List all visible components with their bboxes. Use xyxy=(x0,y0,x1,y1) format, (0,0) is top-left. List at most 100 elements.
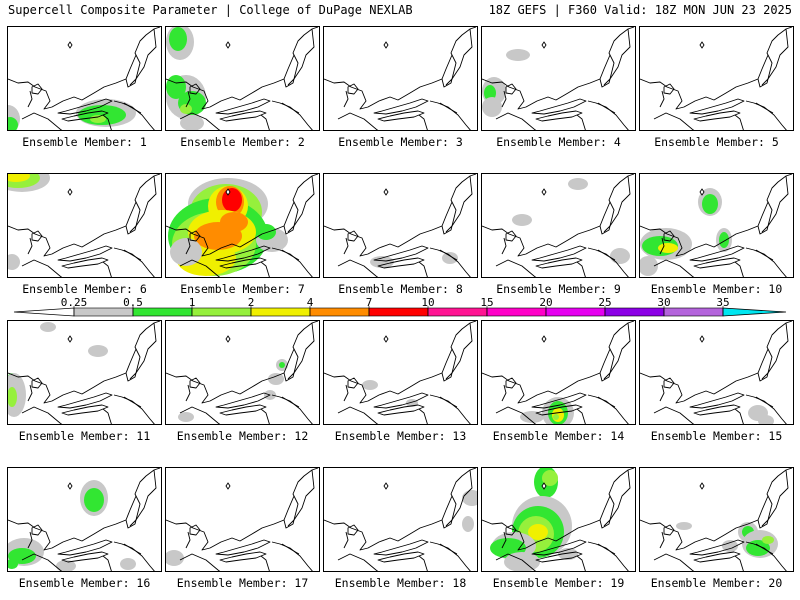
scp-contour-fill xyxy=(8,254,20,270)
scp-contour-fill xyxy=(56,560,76,571)
ensemble-member-map xyxy=(7,173,162,278)
ensemble-member-map xyxy=(323,26,478,131)
colorbar-tick-label: 20 xyxy=(539,296,552,309)
coastline-border xyxy=(123,396,142,408)
coastline-border xyxy=(189,524,201,536)
coastline-border xyxy=(659,237,665,255)
coastline-border xyxy=(219,110,267,122)
ensemble-member-map xyxy=(7,26,162,131)
scp-field xyxy=(640,321,793,424)
scp-contour-fill xyxy=(484,85,496,101)
scp-field xyxy=(324,174,477,277)
scp-contour-fill xyxy=(120,558,136,570)
coastline-border xyxy=(755,102,774,114)
lake-marker xyxy=(67,41,73,49)
coastline-border xyxy=(445,28,473,86)
coastline-border xyxy=(495,112,537,130)
ensemble-member-map xyxy=(323,320,478,425)
coastline-border xyxy=(689,245,745,262)
coastline-border xyxy=(597,396,616,408)
scp-field xyxy=(640,174,793,277)
scp-contour-fill xyxy=(256,224,276,240)
coastline-border xyxy=(8,174,161,257)
coastline-border xyxy=(761,469,789,527)
coastline-border xyxy=(418,114,428,130)
coastline-border xyxy=(337,259,379,277)
coastline-border xyxy=(663,524,675,536)
coastline-border xyxy=(57,539,113,556)
ensemble-member-label: Ensemble Member: 15 xyxy=(650,429,783,443)
ensemble-member-map xyxy=(481,320,636,425)
ensemble-member-label: Ensemble Member: 11 xyxy=(18,429,151,443)
coastline-border xyxy=(501,384,507,402)
coastline-border xyxy=(123,543,142,555)
lake-marker xyxy=(699,41,705,49)
coastline-border xyxy=(219,551,267,563)
coastline-border xyxy=(57,98,113,115)
coastline-border xyxy=(166,174,319,257)
coastline-border xyxy=(439,102,458,114)
coastline-border xyxy=(439,396,458,408)
coastline-border xyxy=(495,553,537,571)
coastline-border xyxy=(597,543,616,555)
coastline-border xyxy=(347,230,359,242)
coastline-border xyxy=(501,90,507,108)
coastline-border xyxy=(734,114,744,130)
ensemble-member-label: Ensemble Member: 14 xyxy=(492,429,625,443)
coastline-border xyxy=(324,468,477,551)
lake-marker xyxy=(541,335,547,343)
ensemble-member-label: Ensemble Member: 9 xyxy=(496,282,621,296)
coastline-border xyxy=(287,322,315,380)
scp-field xyxy=(8,174,161,277)
coastline-border xyxy=(281,249,300,261)
lake-marker xyxy=(383,335,389,343)
coastline-border xyxy=(659,90,665,108)
colorbar-segment xyxy=(250,307,311,317)
scp-field xyxy=(482,468,635,571)
scp-contour-fill xyxy=(442,252,458,264)
coastline-border xyxy=(179,112,221,130)
coastline-border xyxy=(337,553,379,571)
scp-contour-fill xyxy=(40,322,56,332)
colorbar-tick-label: 30 xyxy=(657,296,670,309)
coastline-border xyxy=(597,102,616,114)
coastline-border xyxy=(576,261,586,277)
scp-contour-fill xyxy=(166,75,186,99)
lake-marker xyxy=(225,335,231,343)
ensemble-member-map xyxy=(481,173,636,278)
coastline-border xyxy=(31,524,43,536)
coastline-border xyxy=(429,100,471,130)
scp-contour-fill xyxy=(512,214,532,226)
ensemble-member-label: Ensemble Member: 13 xyxy=(334,429,467,443)
coastline-border xyxy=(283,348,295,374)
coastline-border xyxy=(531,98,587,115)
scp-contour-fill xyxy=(702,194,718,214)
coastline-border xyxy=(505,524,517,536)
coastline-border xyxy=(653,553,695,571)
coastline-border xyxy=(377,551,425,563)
coastline-border xyxy=(102,408,112,424)
coastline-border xyxy=(324,174,477,257)
scp-contour-fill xyxy=(762,536,774,544)
coastline-border xyxy=(757,54,769,80)
ensemble-member-label: Ensemble Member: 20 xyxy=(650,576,783,590)
ensemble-member-map xyxy=(481,467,636,572)
ensemble-member-map xyxy=(165,26,320,131)
colorbar-segment xyxy=(132,307,193,317)
coastline-border xyxy=(260,261,270,277)
colorbar-tick-label: 25 xyxy=(598,296,611,309)
coastline-border xyxy=(166,468,319,551)
coastline-border xyxy=(343,237,349,255)
coastline-border xyxy=(324,321,477,404)
coastline-border xyxy=(21,553,63,571)
coastline-border xyxy=(659,384,665,402)
coastline-border xyxy=(31,83,43,95)
colorbar-segment xyxy=(368,307,429,317)
coastline-border xyxy=(653,406,695,424)
coastline-border xyxy=(31,377,43,389)
scp-contour-fill xyxy=(180,104,192,114)
coastline-border xyxy=(482,321,635,404)
coastline-border xyxy=(640,27,793,110)
chart-title: Supercell Composite Parameter | College … xyxy=(8,3,413,17)
coastline-border xyxy=(113,394,155,424)
